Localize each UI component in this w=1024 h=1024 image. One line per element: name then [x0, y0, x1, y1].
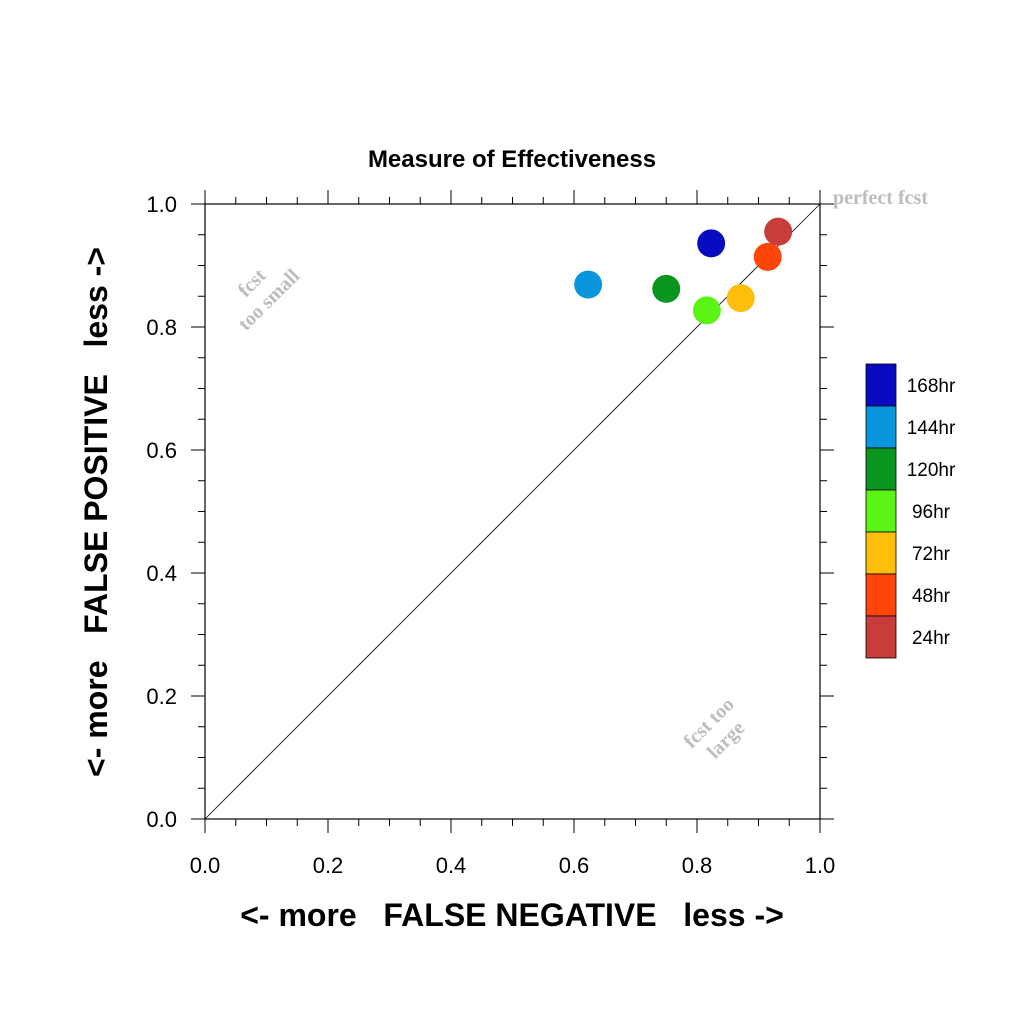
legend-label-72hr: 72hr [912, 544, 951, 565]
legend-label-48hr: 48hr [912, 586, 951, 607]
annotation-perfect-fcst: perfect fcst [833, 187, 928, 209]
legend-swatch-168hr [865, 363, 897, 407]
legend: 168hr 144hr 120hr 96hr 72hr 48hr 24hr [865, 363, 956, 659]
axis-ticks [191, 190, 834, 833]
point-24hr [764, 217, 793, 246]
x-tick-label: 1.0 [805, 853, 836, 878]
annotation-fcst-too-small: fcst too small [234, 264, 305, 335]
y-tick-label: 0.4 [146, 561, 177, 586]
plot-area: 0.0 0.2 0.4 0.6 0.8 1.0 0.0 0.2 0.4 0.6 0.8 1.0 [146, 190, 835, 878]
legend-swatch-144hr [865, 405, 897, 449]
legend-swatch-48hr [865, 573, 897, 617]
annotation-fcst-too-large: fcst too large [680, 694, 750, 764]
point-48hr [753, 242, 782, 271]
point-96hr [692, 296, 721, 325]
y-tick-label: 0.0 [146, 807, 177, 832]
axis-tick-labels: 0.0 0.2 0.4 0.6 0.8 1.0 0.0 0.2 0.4 0.6 0.8 1.0 [146, 192, 835, 878]
point-144hr [574, 270, 603, 299]
y-tick-label: 0.8 [146, 315, 177, 340]
data-points [574, 217, 793, 325]
point-168hr [697, 229, 726, 258]
x-tick-label: 0.8 [682, 853, 713, 878]
point-72hr [726, 284, 755, 313]
legend-label-24hr: 24hr [912, 628, 951, 649]
x-tick-label: 0.2 [313, 853, 344, 878]
legend-label-168hr: 168hr [907, 376, 956, 397]
legend-swatch-96hr [865, 489, 897, 533]
x-tick-label: 0.6 [559, 853, 590, 878]
legend-label-96hr: 96hr [912, 502, 951, 523]
legend-label-144hr: 144hr [907, 418, 956, 439]
legend-swatch-72hr [865, 531, 897, 575]
legend-swatch-24hr [865, 615, 897, 659]
chart-title: Measure of Effectiveness [368, 146, 656, 173]
x-axis-label: <- more FALSE NEGATIVE less -> [240, 897, 784, 933]
y-tick-label: 0.2 [146, 684, 177, 709]
y-tick-label: 0.6 [146, 438, 177, 463]
legend-swatch-120hr [865, 447, 897, 491]
x-tick-label: 0.4 [436, 853, 467, 878]
legend-label-120hr: 120hr [907, 460, 956, 481]
point-120hr [652, 274, 681, 303]
y-axis-label: <- more FALSE POSITIVE less -> [78, 247, 114, 777]
y-tick-label: 1.0 [146, 192, 177, 217]
x-tick-label: 0.0 [190, 853, 221, 878]
